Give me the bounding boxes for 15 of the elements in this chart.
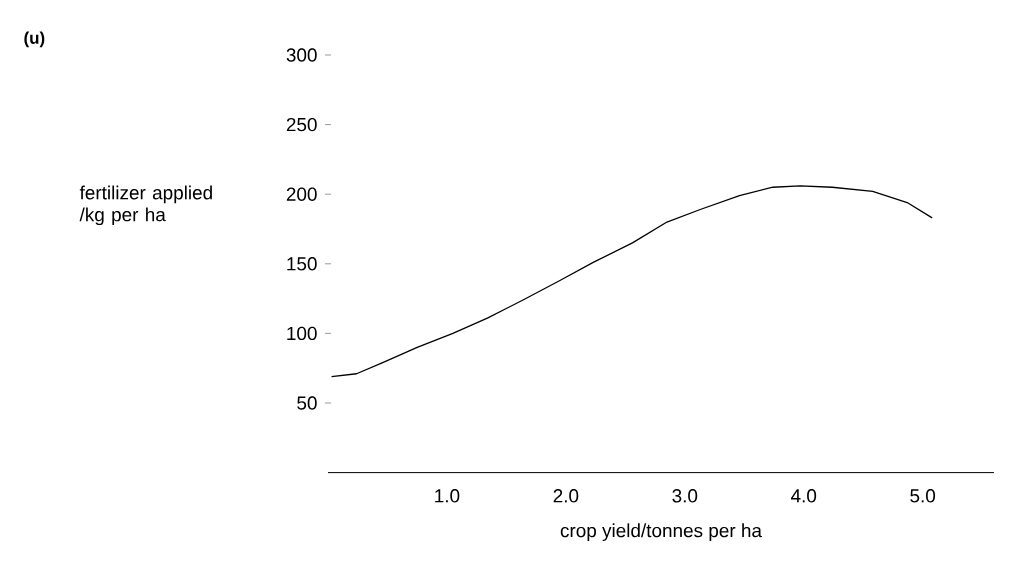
y-tick-label: 100	[287, 326, 317, 341]
line-series	[330, 185, 933, 378]
y-tick-label: 150	[287, 257, 317, 271]
y-axis-title: fertilizer applied /kg per ha	[79, 185, 212, 226]
text: (u)	[24, 31, 45, 48]
x-tick-label: 4.0	[791, 489, 817, 503]
y-tick-label: 250	[286, 117, 317, 132]
x-tick-label: 1.0	[435, 489, 460, 503]
x-tick-label: 2.0	[553, 489, 579, 503]
y-tick-label: 50	[297, 396, 317, 410]
y-tick-label: 300	[286, 48, 317, 62]
y-tick-label: 200	[286, 187, 317, 201]
x-tick-label: 3.0	[672, 489, 698, 503]
x-tick-label: 5.0	[910, 489, 936, 503]
x-axis-title: crop yield/tonnes per ha	[560, 523, 762, 541]
